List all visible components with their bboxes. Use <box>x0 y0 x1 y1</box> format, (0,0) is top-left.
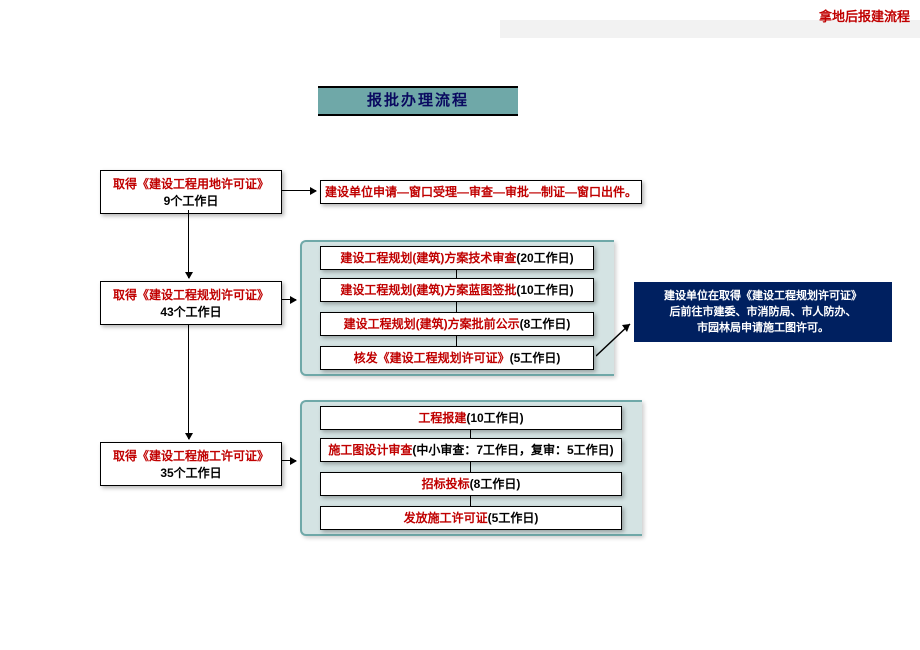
s3s3-red: 招标投标 <box>422 477 470 491</box>
stage-1-name: 取得《建设工程用地许可证》 <box>107 175 275 192</box>
note-l3: 市园林局申请施工图许可。 <box>638 320 888 336</box>
s2-link-2 <box>456 302 457 312</box>
flow-title: 报批办理流程 <box>318 86 518 116</box>
stage-2-name: 取得《建设工程规划许可证》 <box>107 286 275 303</box>
s2s2-red: 建设工程规划(建筑)方案蓝图签批 <box>340 283 516 297</box>
stage3-step-1: 工程报建(10工作日) <box>320 406 622 430</box>
arrow-v2 <box>188 320 189 439</box>
stage2-step-3: 建设工程规划(建筑)方案批前公示(8工作日) <box>320 312 594 336</box>
s2s4-black: (5工作日) <box>510 351 561 365</box>
stage2-step-1: 建设工程规划(建筑)方案技术审查(20工作日) <box>320 246 594 270</box>
s3-link-1 <box>470 430 471 438</box>
stage3-step-4: 发放施工许可证(5工作日) <box>320 506 622 530</box>
arrow-to-note <box>596 320 636 360</box>
arrow-s3 <box>282 460 296 461</box>
s3s1-red: 工程报建 <box>418 411 466 425</box>
note-l1: 建设单位在取得《建设工程规划许可证》 <box>638 288 888 304</box>
arrow-s2 <box>282 299 296 300</box>
stage-2-days: 43个工作日 <box>107 303 275 320</box>
stage-3-name: 取得《建设工程施工许可证》 <box>107 447 275 464</box>
s3-link-3 <box>470 496 471 506</box>
s3s2-red: 施工图设计审查 <box>328 443 412 457</box>
s3s2-black: (中小审查：7工作日，复审：5工作日) <box>412 443 613 457</box>
stage-2: 取得《建设工程规划许可证》 43个工作日 <box>100 281 282 325</box>
stage3-step-3: 招标投标(8工作日) <box>320 472 622 496</box>
s2-link-1 <box>456 270 457 278</box>
stage3-step-2: 施工图设计审查(中小审查：7工作日，复审：5工作日) <box>320 438 622 462</box>
s2s1-black: (20工作日) <box>516 251 573 265</box>
arrow-v1 <box>188 210 189 278</box>
s3s4-red: 发放施工许可证 <box>404 511 488 525</box>
s2s3-red: 建设工程规划(建筑)方案批前公示 <box>344 317 520 331</box>
s3s4-black: (5工作日) <box>488 511 539 525</box>
s3s1-black: (10工作日) <box>466 411 523 425</box>
stage-1: 取得《建设工程用地许可证》 9个工作日 <box>100 170 282 214</box>
stage-3: 取得《建设工程施工许可证》 35个工作日 <box>100 442 282 486</box>
s3-link-2 <box>470 462 471 472</box>
note-box: 建设单位在取得《建设工程规划许可证》 后前往市建委、市消防局、市人防办、 市园林… <box>634 282 892 342</box>
note-l2: 后前往市建委、市消防局、市人防办、 <box>638 304 888 320</box>
stage-1-days: 9个工作日 <box>107 192 275 209</box>
arrow-s1 <box>282 190 316 191</box>
s2s3-black: (8工作日) <box>520 317 571 331</box>
stage-3-days: 35个工作日 <box>107 464 275 481</box>
s3s3-black: (8工作日) <box>470 477 521 491</box>
s2s2-black: (10工作日) <box>516 283 573 297</box>
stage2-step-2: 建设工程规划(建筑)方案蓝图签批(10工作日) <box>320 278 594 302</box>
s2-link-3 <box>456 336 457 346</box>
stage2-step-4: 核发《建设工程规划许可证》(5工作日) <box>320 346 594 370</box>
stage1-step: 建设单位申请—窗口受理—审查—审批—制证—窗口出件。 <box>320 180 642 204</box>
s2s1-red: 建设工程规划(建筑)方案技术审查 <box>340 251 516 265</box>
s2s4-red: 核发《建设工程规划许可证》 <box>354 351 510 365</box>
header-caption: 拿地后报建流程 <box>819 6 910 25</box>
